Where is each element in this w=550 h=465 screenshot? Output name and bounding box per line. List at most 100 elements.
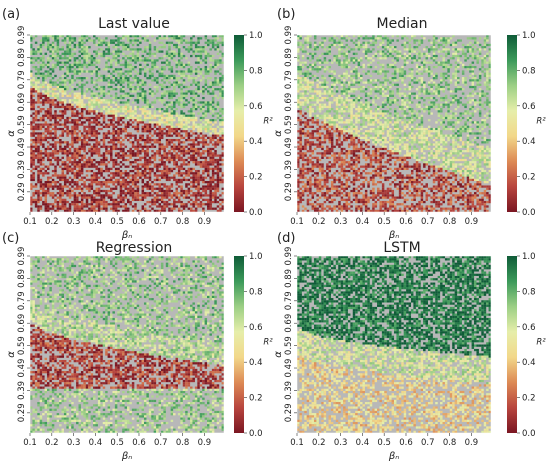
heatmap-cell	[93, 189, 96, 193]
heatmap-cell	[340, 119, 344, 122]
heatmap-cell	[143, 81, 147, 84]
heatmap-cell	[187, 74, 191, 78]
heatmap-cell	[301, 72, 305, 75]
heatmap-cell	[39, 161, 43, 164]
heatmap-cell	[311, 63, 315, 67]
heatmap-cell	[301, 83, 305, 86]
heatmap-cell	[318, 134, 322, 137]
heatmap-cell	[143, 125, 147, 128]
heatmap-cell	[207, 198, 210, 201]
heatmap-cell	[209, 141, 212, 144]
heatmap-cell	[85, 136, 89, 140]
heatmap-cell	[318, 41, 322, 44]
heatmap-cell	[78, 163, 81, 166]
heatmap-cell	[30, 185, 33, 188]
heatmap-cell	[216, 161, 220, 164]
heatmap-cell	[151, 207, 154, 210]
heatmap-cell	[163, 121, 166, 124]
heatmap-cell	[73, 141, 77, 144]
heatmap-cell	[68, 79, 72, 82]
heatmap-cell	[318, 81, 322, 84]
heatmap-cell	[199, 205, 203, 208]
heatmap-cell	[83, 205, 86, 208]
heatmap-cell	[90, 150, 94, 153]
heatmap-cell	[199, 46, 203, 49]
heatmap-cell	[73, 203, 77, 206]
heatmap-cell	[326, 92, 329, 95]
heatmap-cell	[182, 116, 186, 120]
heatmap-cell	[71, 127, 74, 131]
heatmap-cell	[102, 50, 106, 53]
heatmap-cell	[221, 77, 225, 80]
heatmap-cell	[330, 134, 334, 137]
heatmap-cell	[102, 141, 106, 144]
heatmap-cell	[117, 174, 120, 177]
heatmap-cell	[318, 59, 322, 62]
heatmap-cell	[180, 39, 183, 42]
heatmap-cell	[306, 143, 310, 146]
heatmap-cell	[168, 209, 171, 213]
heatmap-cell	[78, 103, 81, 106]
heatmap-cell	[202, 156, 205, 159]
heatmap-cell	[168, 207, 171, 210]
heatmap-cell	[219, 59, 222, 62]
heatmap-cell	[107, 57, 111, 60]
heatmap-cell	[158, 116, 161, 120]
heatmap-cell	[199, 105, 203, 109]
heatmap-cell	[80, 205, 84, 208]
heatmap-cell	[199, 110, 203, 113]
heatmap-cell	[37, 85, 40, 89]
heatmap-cell	[190, 176, 193, 179]
x-tick-label: 0.5	[110, 217, 124, 227]
heatmap-cell	[61, 127, 64, 131]
heatmap-cell	[173, 145, 176, 148]
heatmap-cell	[333, 121, 336, 124]
heatmap-cell	[338, 108, 341, 111]
heatmap-cell	[330, 94, 334, 97]
heatmap-cell	[335, 178, 339, 182]
heatmap-cell	[139, 143, 142, 146]
heatmap-cell	[333, 163, 336, 166]
heatmap-cell	[318, 68, 322, 71]
heatmap-cell	[85, 194, 89, 197]
heatmap-cell	[175, 101, 178, 104]
heatmap-cell	[85, 110, 89, 113]
heatmap-cell	[204, 163, 208, 166]
heatmap-cell	[146, 209, 149, 213]
heatmap-cell	[345, 209, 348, 213]
heatmap-cell	[30, 72, 33, 75]
heatmap-cell	[151, 154, 154, 157]
heatmap-cell	[131, 68, 135, 71]
heatmap-cell	[321, 194, 324, 197]
heatmap-cell	[160, 99, 164, 102]
heatmap-cell	[51, 77, 55, 80]
heatmap-cell	[192, 52, 195, 55]
heatmap-cell	[68, 46, 72, 49]
heatmap-cell	[180, 150, 183, 153]
heatmap-cell	[76, 152, 79, 155]
heatmap-cell	[37, 94, 40, 97]
heatmap-cell	[187, 125, 191, 128]
heatmap-cell	[131, 90, 135, 93]
heatmap-cell	[107, 189, 111, 193]
heatmap-cell	[85, 200, 89, 204]
heatmap-cell	[163, 200, 166, 204]
heatmap-cell	[54, 152, 57, 155]
heatmap-cell	[32, 172, 35, 175]
heatmap-cell	[192, 119, 195, 122]
heatmap-cell	[80, 183, 84, 186]
heatmap-cell	[202, 121, 205, 124]
heatmap-cell	[323, 121, 327, 124]
heatmap-cell	[68, 130, 72, 133]
heatmap-cell	[163, 46, 166, 49]
heatmap-cell	[326, 196, 329, 199]
heatmap-cell	[146, 158, 149, 162]
heatmap-cell	[46, 165, 50, 168]
heatmap-cell	[44, 94, 48, 97]
heatmap-cell	[122, 163, 125, 166]
heatmap-cell	[78, 161, 81, 164]
heatmap-cell	[340, 77, 344, 80]
heatmap-cell	[297, 101, 300, 104]
heatmap-cell	[194, 108, 198, 111]
heatmap-cell	[185, 125, 188, 128]
